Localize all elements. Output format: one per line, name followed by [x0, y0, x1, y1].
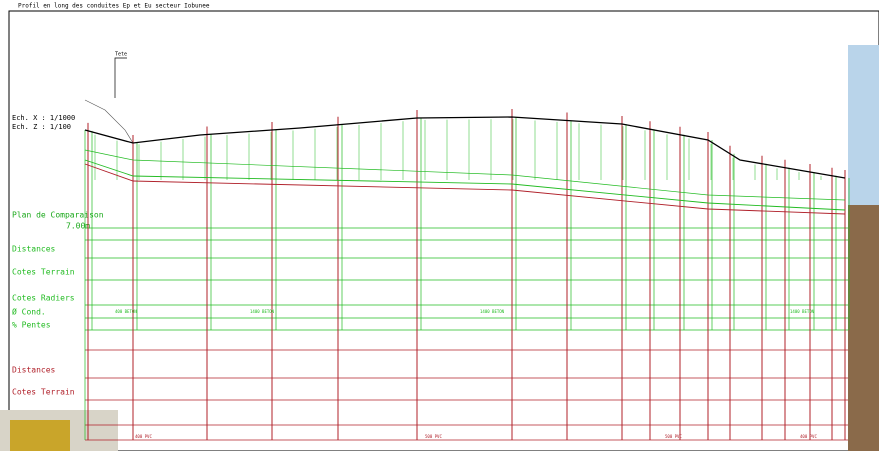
pipe-label: 400 PVC	[135, 434, 152, 439]
row-label: Distances	[12, 245, 56, 254]
pipe-label: 1400 BETON	[790, 309, 815, 314]
pipe-upper	[84, 149, 846, 201]
row-label: Cotes Terrain	[12, 388, 75, 397]
pipe-label: 1400 BETON	[250, 309, 275, 314]
row-label: Cotes Terrain	[12, 268, 75, 277]
pipe-label: 500 PVC	[665, 434, 682, 439]
terrain	[84, 116, 846, 179]
plan-value: 7.00m	[66, 222, 90, 231]
pipe-top	[84, 159, 846, 211]
leader	[114, 57, 127, 98]
row-label: Distances	[12, 366, 56, 375]
pipe-label: 400 BETON	[115, 309, 137, 314]
top-label: Tete	[115, 52, 127, 58]
plan-label: Plan de Comparaison	[12, 211, 104, 220]
title: Profil en long des conduites Ep et Eu se…	[18, 3, 210, 10]
row-label: % Pentes	[12, 321, 51, 330]
row-label: Cotes Radiers	[12, 294, 75, 303]
pipe-label: 1400 BETON	[480, 309, 505, 314]
photo-sky	[848, 45, 879, 205]
scale-x: Ech. X : 1/1000	[12, 114, 75, 122]
frame	[8, 10, 879, 451]
leader-line	[84, 99, 134, 144]
scale-z: Ech. Z : 1/100	[12, 123, 71, 131]
pipe-label: 500 PVC	[425, 434, 442, 439]
row-label: Ø Cond.	[12, 307, 46, 317]
pipe-label: 400 PVC	[800, 434, 817, 439]
pipe-bottom	[84, 163, 846, 215]
photo-machine	[10, 420, 70, 451]
